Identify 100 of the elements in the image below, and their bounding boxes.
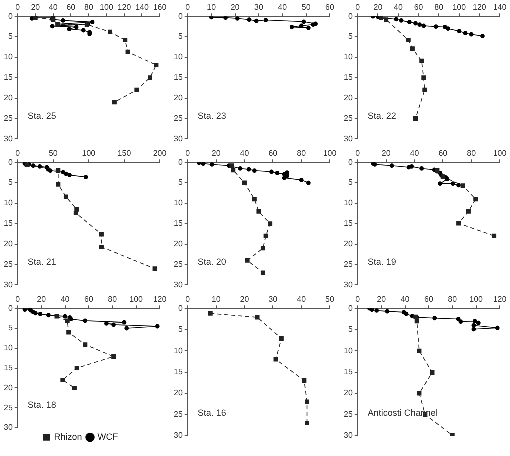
- y-tick-label: 30: [344, 280, 354, 290]
- x-tick-label: 140: [136, 3, 150, 12]
- x-tick-label: 20: [212, 149, 222, 158]
- x-tick-label: 60: [66, 3, 76, 12]
- y-tick-label: 30: [344, 431, 354, 440]
- x-tick-label: 50: [48, 149, 58, 158]
- y-tick-label: 20: [4, 94, 14, 103]
- x-tick-label: 120: [118, 3, 132, 12]
- x-tick-label: 40: [60, 295, 70, 304]
- y-tick-label: 25: [174, 410, 184, 419]
- x-tick-label: 100: [100, 3, 114, 12]
- legend-label: Rhizon: [54, 432, 82, 442]
- x-tick-label: 40: [240, 149, 250, 158]
- y-tick-label: 15: [344, 368, 354, 377]
- y-tick-label: 5: [178, 32, 184, 42]
- y-tick-label: 0: [178, 12, 184, 21]
- y-tick-label: 5: [348, 178, 354, 188]
- y-tick-label: 15: [4, 73, 14, 82]
- y-tick-label: 0: [8, 12, 14, 21]
- x-tick-label: 20: [240, 295, 250, 304]
- y-tick-label: 0: [178, 304, 184, 313]
- y-tick-label: 25: [4, 403, 14, 412]
- x-tick-label: 10: [212, 295, 222, 304]
- y-tick-label: 15: [4, 364, 14, 373]
- y-tick-label: 15: [174, 219, 184, 228]
- y-tick-label: 15: [344, 73, 354, 82]
- y-tick-label: 25: [4, 260, 14, 269]
- x-tick-label: 120: [153, 295, 168, 304]
- x-tick-label: 0: [186, 3, 191, 12]
- x-tick-label: 60: [268, 149, 278, 158]
- y-tick-label: 20: [174, 388, 184, 398]
- x-tick-label: 80: [297, 149, 307, 158]
- y-tick-label: 5: [348, 32, 354, 42]
- x-tick-label: 100: [130, 295, 144, 304]
- x-tick-label: 50: [302, 3, 312, 12]
- y-tick-label: 5: [178, 178, 184, 188]
- x-tick-label: 10: [207, 3, 217, 12]
- y-tick-label: 20: [174, 94, 184, 103]
- y-tick-label: 30: [174, 134, 184, 144]
- x-tick-label: 40: [48, 3, 58, 12]
- x-tick-label: 80: [108, 295, 118, 304]
- x-tick-label: 120: [473, 3, 487, 12]
- x-tick-label: 20: [37, 295, 47, 304]
- y-tick-label: 0: [348, 158, 354, 167]
- y-tick-label: 0: [348, 12, 354, 21]
- x-tick-label: 160: [153, 3, 168, 12]
- x-tick-label: 20: [382, 149, 392, 158]
- x-tick-label: 140: [493, 3, 508, 12]
- x-tick-label: 40: [410, 149, 420, 158]
- annotation: Sta. 21: [28, 257, 56, 268]
- y-tick-label: 25: [344, 114, 354, 123]
- y-tick-label: 0: [8, 158, 14, 167]
- x-tick-label: 40: [297, 295, 307, 304]
- annotation: Sta. 16: [198, 408, 226, 418]
- x-tick-label: 80: [467, 149, 477, 158]
- y-tick-label: 10: [344, 198, 354, 208]
- y-tick-label: 5: [348, 325, 354, 334]
- y-tick-label: 10: [174, 52, 184, 62]
- annotation: Sta. 23: [198, 111, 226, 122]
- y-tick-label: 25: [344, 410, 354, 419]
- x-tick-label: 0: [186, 295, 191, 304]
- y-tick-label: 30: [174, 431, 184, 440]
- x-tick-label: 0: [356, 3, 361, 12]
- annotation: Sta. 20: [198, 257, 226, 268]
- y-tick-label: 20: [344, 240, 354, 249]
- y-tick-label: 15: [174, 368, 184, 377]
- x-tick-label: 20: [31, 3, 41, 12]
- x-tick-label: 0: [356, 295, 361, 304]
- x-tick-label: 80: [84, 3, 94, 12]
- y-tick-label: 0: [348, 304, 354, 313]
- y-tick-label: 10: [4, 52, 14, 62]
- x-tick-label: 200: [153, 149, 168, 158]
- x-tick-label: 0: [16, 295, 21, 304]
- x-tick-label: 60: [438, 149, 448, 158]
- y-tick-label: 10: [344, 52, 354, 62]
- x-tick-label: 120: [493, 295, 508, 304]
- y-tick-label: 25: [174, 114, 184, 123]
- x-tick-label: 100: [470, 295, 484, 304]
- y-tick-label: 30: [4, 423, 14, 432]
- x-tick-label: 40: [394, 3, 404, 12]
- y-tick-label: 25: [4, 114, 14, 123]
- y-tick-label: 20: [4, 240, 14, 249]
- y-tick-label: 0: [8, 304, 14, 313]
- x-tick-label: 30: [268, 295, 278, 304]
- x-tick-label: 100: [82, 149, 96, 158]
- x-tick-label: 40: [278, 3, 288, 12]
- y-tick-label: 30: [344, 134, 354, 144]
- x-tick-label: 20: [230, 3, 240, 12]
- annotation: Sta. 19: [368, 257, 396, 268]
- x-tick-label: 50: [326, 295, 335, 304]
- x-tick-label: 0: [356, 149, 361, 158]
- y-tick-label: 10: [174, 198, 184, 208]
- y-tick-label: 15: [4, 219, 14, 228]
- y-tick-label: 20: [344, 94, 354, 103]
- y-tick-label: 25: [344, 260, 354, 269]
- x-tick-label: 40: [400, 295, 410, 304]
- x-tick-label: 0: [16, 3, 21, 12]
- x-tick-label: 100: [493, 149, 508, 158]
- x-tick-label: 60: [84, 295, 94, 304]
- x-tick-label: 20: [377, 295, 387, 304]
